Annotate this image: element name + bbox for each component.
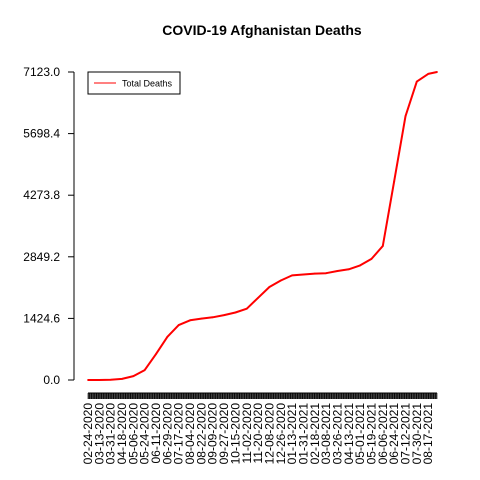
data-point (245, 307, 248, 310)
data-point (109, 378, 112, 381)
data-point (427, 72, 430, 75)
x-tick-label: 09-27-2020 (217, 403, 231, 465)
y-axis: 0.0 1424.6 2849.2 4273.8 5698.4 7123.0 (23, 65, 75, 387)
data-point (279, 279, 282, 282)
data-point (336, 270, 339, 272)
x-tick-label: 05-01-2021 (353, 403, 367, 465)
legend: Total Deaths (87, 71, 181, 95)
data-point (291, 274, 294, 277)
data-point (166, 335, 169, 338)
x-tick-label: 08-22-2020 (194, 403, 208, 465)
x-tick-label: 07-30-2021 (410, 403, 424, 465)
x-tick-label: 10-15-2020 (228, 403, 242, 465)
y-tick-label: 0.0 (43, 373, 60, 387)
data-point (268, 286, 271, 288)
x-tick-label: 05-06-2020 (126, 403, 140, 465)
x-tick-label: 03-08-2021 (319, 403, 333, 465)
data-point (302, 273, 305, 276)
x-tick-label: 11-20-2020 (251, 403, 265, 464)
x-tick-label: 07-12-2021 (399, 403, 413, 465)
x-tick-label: 03-13-2020 (92, 403, 106, 465)
data-point (211, 316, 214, 319)
x-tick-label: 11-02-2020 (240, 403, 254, 464)
plot-area (87, 71, 438, 381)
x-tick-label: 04-13-2021 (342, 403, 356, 465)
y-tick-label: 1424.6 (23, 311, 60, 325)
data-point (313, 272, 316, 275)
x-tick-label: 02-24-2020 (81, 403, 95, 465)
data-point (155, 353, 157, 355)
data-point (200, 317, 203, 320)
x-tick-label: 02-18-2021 (308, 403, 322, 465)
x-tick-label: 03-26-2021 (330, 403, 344, 465)
data-point (415, 80, 418, 83)
data-point (381, 245, 384, 247)
x-tick-label: 12-26-2020 (274, 403, 288, 465)
series-line-total-deaths (88, 71, 438, 381)
x-tick-label: 06-29-2020 (160, 403, 174, 465)
data-point (404, 115, 407, 118)
x-axis: 02-24-202003-13-202003-31-202004-18-2020… (81, 392, 438, 465)
x-tick-label: 03-31-2020 (104, 403, 118, 465)
data-point (223, 314, 225, 317)
data-point (121, 378, 123, 380)
x-tick-label: 09-09-2020 (206, 403, 220, 465)
x-tick-label: 01-31-2021 (296, 403, 310, 465)
data-point (393, 180, 396, 182)
data-point (359, 264, 362, 267)
data-point (234, 311, 237, 314)
x-tick-label: 08-04-2020 (183, 403, 197, 465)
x-tick-label: 01-13-2021 (285, 403, 299, 465)
data-point (257, 296, 259, 299)
chart-title: COVID-19 Afghanistan Deaths (162, 22, 362, 38)
data-point (189, 319, 191, 322)
data-point (370, 258, 373, 260)
y-tick-label: 7123.0 (23, 65, 60, 79)
x-tick-label: 08-17-2021 (421, 403, 435, 465)
x-tick-label: 04-18-2020 (115, 403, 129, 465)
legend-box (87, 71, 181, 95)
data-point (143, 369, 146, 371)
x-tick-label: 06-06-2021 (376, 403, 390, 465)
data-point (98, 379, 101, 381)
x-minor-ticks (87, 393, 438, 399)
data-point (177, 324, 180, 326)
data-point (132, 375, 135, 378)
x-tick-label: 05-19-2021 (364, 403, 378, 465)
data-point (347, 268, 350, 271)
data-point (436, 71, 438, 73)
x-tick-label: 12-08-2020 (262, 403, 276, 465)
x-tick-label: 07-17-2020 (172, 403, 186, 465)
x-tick-label: 06-24-2021 (387, 403, 401, 465)
y-tick-label: 2849.2 (23, 250, 60, 264)
y-tick-label: 4273.8 (23, 188, 60, 202)
x-tick-label: 05-24-2020 (138, 403, 152, 465)
y-tick-label: 5698.4 (23, 127, 60, 141)
data-point (325, 272, 328, 275)
data-point (87, 379, 89, 381)
x-tick-label: 06-11-2020 (149, 403, 163, 464)
legend-label: Total Deaths (122, 79, 173, 89)
